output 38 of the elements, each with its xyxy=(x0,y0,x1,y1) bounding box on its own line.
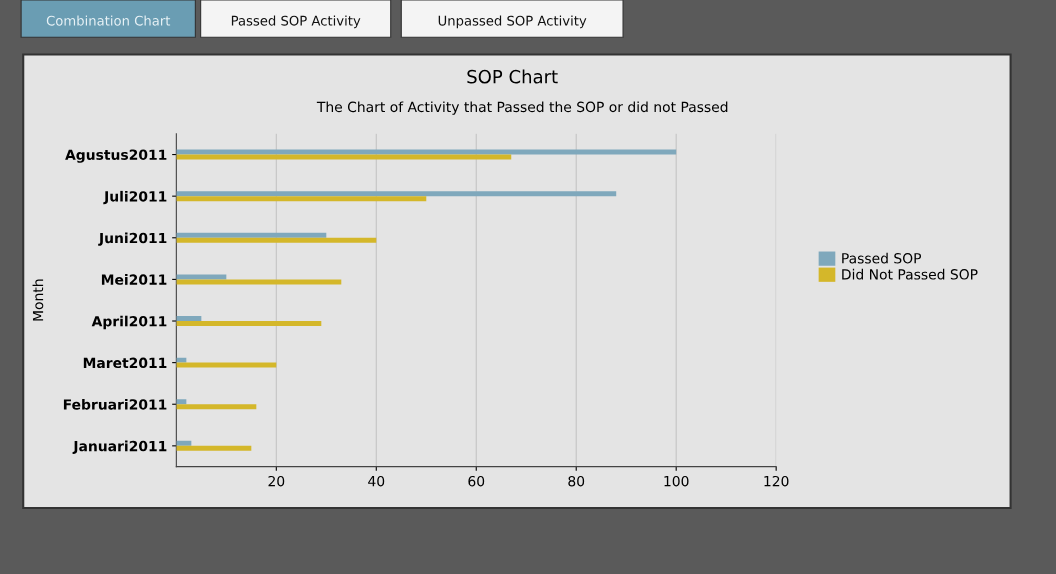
bar xyxy=(176,279,342,285)
y-tick-label: Juli2011 xyxy=(103,190,167,205)
y-tick-label: Januari2011 xyxy=(72,440,167,454)
y-tick-label: Februari2011 xyxy=(63,398,167,410)
y-axis-title: Month xyxy=(32,279,44,321)
y-tick-label: Juni2011 xyxy=(98,232,167,246)
legend-label: Did Not Passed SOP xyxy=(842,268,978,280)
bar xyxy=(176,404,257,410)
bar xyxy=(176,232,327,238)
bar xyxy=(176,316,202,322)
bar xyxy=(176,274,227,280)
text: Combination Chart xyxy=(46,15,171,26)
x-tick-label: 80 xyxy=(568,475,585,487)
bar xyxy=(176,399,187,405)
bar xyxy=(176,357,187,363)
x-tick-label: 20 xyxy=(268,475,285,487)
x-tick-label: 40 xyxy=(368,475,385,487)
bar xyxy=(176,196,427,202)
chart-subtitle: The Chart of Activity that Passed the SOP or did not Passed xyxy=(316,101,728,115)
chart-title: SOP Chart xyxy=(467,69,558,84)
x-tick-label: 100 xyxy=(664,475,689,487)
bar xyxy=(176,191,617,197)
bar xyxy=(176,362,277,368)
bar xyxy=(176,321,322,326)
legend-label: Passed SOP xyxy=(842,252,922,264)
text: Unpassed SOP Activity xyxy=(438,15,587,29)
bar xyxy=(176,440,192,446)
bar xyxy=(176,154,512,160)
text: Passed SOP Activity xyxy=(231,15,361,29)
y-tick-label: Agustus2011 xyxy=(65,149,167,163)
bar xyxy=(176,445,252,451)
bar xyxy=(176,237,377,243)
y-tick-label: Mei2011 xyxy=(101,274,167,285)
bar xyxy=(176,149,677,155)
x-tick-label: 120 xyxy=(764,475,789,487)
y-tick-label: Maret2011 xyxy=(83,357,167,369)
y-tick-label: April2011 xyxy=(91,315,167,330)
x-tick-label: 60 xyxy=(468,475,485,487)
